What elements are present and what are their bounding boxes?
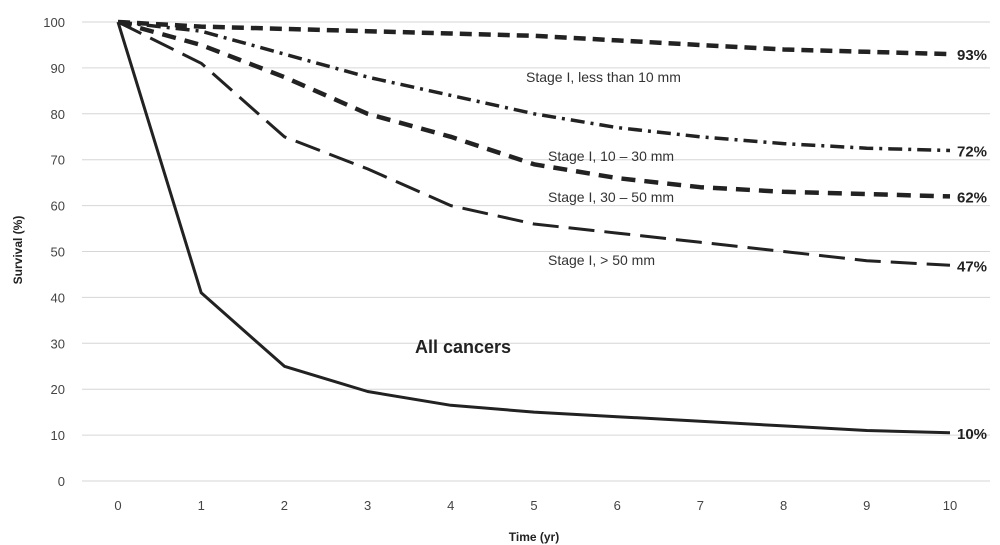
series-line-2 xyxy=(117,19,951,199)
x-tick-label: 10 xyxy=(943,498,957,513)
x-tick-label: 8 xyxy=(780,498,787,513)
x-tick-labels: 0 1 2 3 4 5 6 7 8 9 10 xyxy=(114,498,957,513)
x-tick-label: 3 xyxy=(364,498,371,513)
x-tick-label: 7 xyxy=(697,498,704,513)
series-label-10-30: Stage I, 10 – 30 mm xyxy=(548,148,674,164)
y-tick-label: 80 xyxy=(51,107,65,122)
series-lines xyxy=(116,19,951,435)
y-tick-label: 0 xyxy=(58,474,65,489)
end-label-0: 93% xyxy=(957,47,987,64)
series-label-30-50: Stage I, 30 – 50 mm xyxy=(548,189,674,205)
y-tick-label: 90 xyxy=(51,61,65,76)
x-tick-label: 6 xyxy=(614,498,621,513)
x-tick-label: 1 xyxy=(198,498,205,513)
series-line-0 xyxy=(117,19,951,57)
series-label-gt50: Stage I, > 50 mm xyxy=(548,252,655,268)
x-tick-label: 4 xyxy=(447,498,454,513)
y-tick-label: 10 xyxy=(51,428,65,443)
y-tick-label: 30 xyxy=(51,336,65,351)
y-tick-label: 100 xyxy=(43,15,65,30)
end-label-3: 47% xyxy=(957,258,987,275)
y-tick-labels: 0 10 20 30 40 50 60 70 80 90 100 xyxy=(43,15,65,489)
end-label-1: 72% xyxy=(957,144,987,161)
x-tick-label: 2 xyxy=(281,498,288,513)
y-tick-label: 20 xyxy=(51,382,65,397)
end-value-labels: 93% 72% 62% 47% 10% xyxy=(957,47,987,443)
x-tick-label: 9 xyxy=(863,498,870,513)
end-label-2: 62% xyxy=(957,189,987,206)
y-tick-label: 60 xyxy=(51,199,65,214)
y-tick-label: 40 xyxy=(51,290,65,305)
series-line-3 xyxy=(117,20,951,267)
y-tick-label: 50 xyxy=(51,245,65,260)
series-label-lt10: Stage I, less than 10 mm xyxy=(526,69,681,85)
x-axis-title: Time (yr) xyxy=(509,530,559,544)
end-label-4: 10% xyxy=(957,426,987,443)
x-tick-label: 0 xyxy=(114,498,121,513)
x-tick-label: 5 xyxy=(530,498,537,513)
series-line-1 xyxy=(117,20,951,153)
series-line-4 xyxy=(116,21,951,435)
y-tick-label: 70 xyxy=(51,153,65,168)
series-labels: Stage I, less than 10 mm Stage I, 10 – 3… xyxy=(415,69,681,357)
y-axis-title: Survival (%) xyxy=(11,216,25,285)
series-label-all: All cancers xyxy=(415,337,511,357)
